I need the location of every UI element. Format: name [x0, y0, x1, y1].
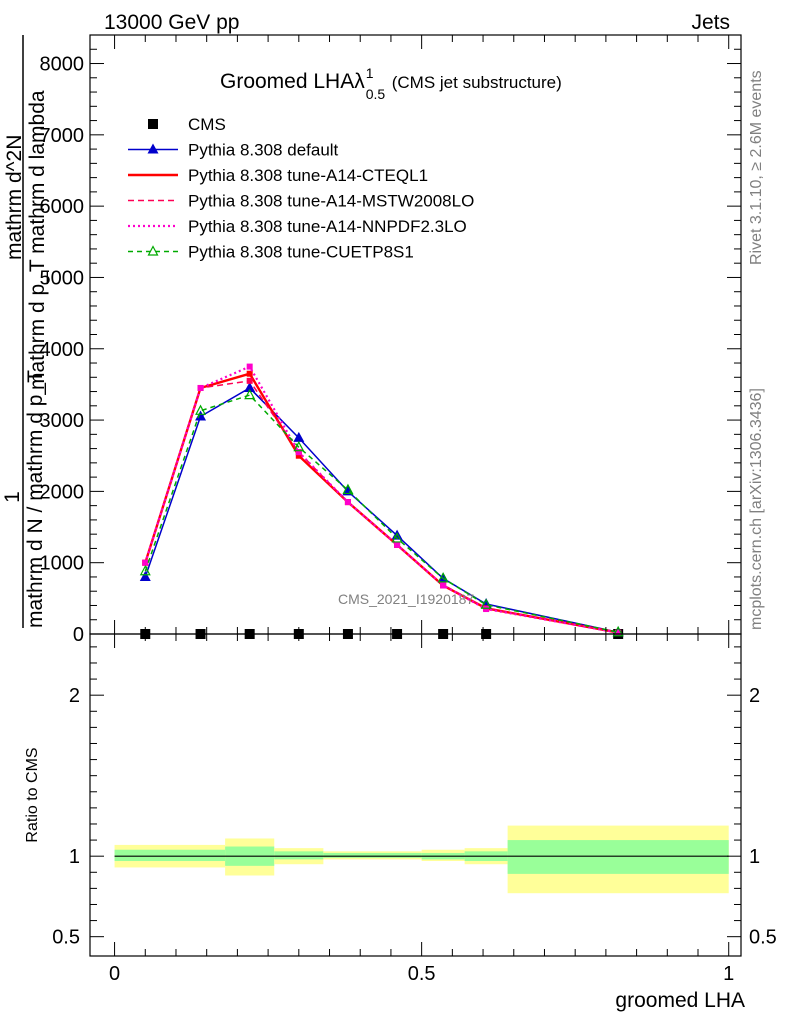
main-y-tick-label: 4000 [40, 339, 85, 361]
series-point [615, 629, 622, 636]
legend: CMS Pythia 8.308 default Pythia 8.308 tune… [128, 115, 474, 262]
main-y-tick-label: 8000 [40, 54, 85, 76]
rivet-version-label: Rivet 3.1.10, ≥ 2.6M events [748, 70, 765, 265]
ratio-plot-frame [89, 633, 742, 957]
ratio-y-tick-label-right: 2 [749, 685, 760, 707]
y-label-numerator-line2: mathrm d p_T mathrm d lambda [26, 90, 49, 390]
series-point [195, 410, 207, 421]
legend-entry: Pythia 8.308 tune-CUETP8S1 [128, 243, 414, 262]
series-point [437, 572, 449, 583]
series-point [195, 404, 207, 415]
legend-entry: Pythia 8.308 default [128, 141, 339, 160]
x-tick-label: 1 [723, 963, 734, 985]
ratio-y-tick-label-right: 1 [749, 846, 760, 868]
process-label: Jets [691, 11, 730, 34]
x-tick-label: 0 [109, 963, 120, 985]
series-point [139, 564, 151, 576]
series-point [483, 606, 490, 613]
legend-entry: CMS [148, 115, 226, 134]
main-y-axis-label: 1 mathrm d^2N mathrm d p_T mathrm d lamb… [1, 35, 49, 628]
ratio-inner-band [114, 849, 226, 862]
series-point [139, 570, 151, 581]
series-point [142, 559, 149, 566]
plot-title: Groomed LHAλ [220, 70, 365, 93]
main-y-tick-label: 2000 [40, 481, 85, 503]
legend-entry: Pythia 8.308 tune-A14-NNPDF2.3LO [128, 217, 467, 236]
legend-marker [147, 245, 159, 256]
mcplots-reference-label: mcplots.cern.ch [arXiv:1306.3436] [748, 388, 765, 630]
legend-label: Pythia 8.308 default [188, 141, 339, 160]
series-point [246, 363, 253, 370]
plot-title-suffix: (CMS jet substructure) [392, 73, 562, 92]
series-point [612, 625, 624, 637]
ratio-y-axis-label: Ratio to CMS [24, 747, 41, 842]
series-point [437, 572, 449, 583]
legend-entry: Pythia 8.308 tune-A14-MSTW2008LO [128, 192, 474, 211]
ratio-y-tick-label-right: 0.5 [749, 927, 777, 949]
ratio-plot: 0.5 0.5 1 1 2 2 0 0.5 1 [52, 633, 777, 985]
x-axis-label: groomed LHA [615, 989, 745, 1012]
plot-title-subscript: 0.5 [366, 86, 386, 102]
plot-title-superscript: 1 [366, 65, 374, 81]
y-label-one: 1 [1, 491, 24, 503]
x-tick-label: 0.5 [408, 963, 436, 985]
ratio-y-tick-label: 0.5 [52, 927, 80, 949]
legend-label: Pythia 8.308 tune-A14-NNPDF2.3LO [188, 217, 467, 236]
legend-label: CMS [188, 115, 226, 134]
series-point [480, 598, 492, 609]
series-point [246, 377, 253, 384]
ratio-inner-band [323, 852, 422, 858]
main-plot: 0 1000 2000 3000 4000 5000 6000 7000 8000 [40, 34, 742, 646]
main-y-tick-label: 7000 [40, 125, 85, 147]
main-y-tick-label: 1000 [40, 553, 85, 575]
series-point [244, 388, 256, 400]
main-y-tick-label: 6000 [40, 196, 85, 218]
y-label-denominator: mathrm d N / mathrm d p_T [24, 370, 47, 628]
ratio-y-tick-label: 2 [69, 685, 80, 707]
main-y-tick-label: 3000 [40, 410, 85, 432]
series-5 [139, 388, 624, 637]
series-point [293, 431, 305, 442]
series-point [440, 582, 447, 589]
main-y-tick-label: 5000 [40, 267, 85, 289]
series-point [391, 532, 403, 543]
y-label-numerator: mathrm d^2N [3, 135, 26, 260]
ratio-bands-group [114, 825, 729, 894]
legend-marker [148, 119, 158, 129]
ratio-inner-band [507, 840, 729, 874]
legend-label: Pythia 8.308 tune-A14-MSTW2008LO [188, 192, 474, 211]
legend-label: Pythia 8.308 tune-A14-CTEQL1 [188, 166, 428, 185]
legend-label: Pythia 8.308 tune-CUETP8S1 [188, 243, 414, 262]
series-4 [142, 363, 622, 636]
ratio-inner-band [274, 851, 324, 860]
series-point [246, 370, 253, 377]
legend-entry: Pythia 8.308 tune-A14-CTEQL1 [128, 166, 428, 185]
series-point [293, 440, 305, 452]
series-point [295, 449, 302, 456]
ratio-y-tick-label: 1 [69, 846, 80, 868]
series-point [342, 483, 354, 495]
series-point [394, 541, 401, 548]
analysis-watermark: CMS_2021_I1920187 [338, 591, 474, 607]
series-point [197, 384, 204, 391]
main-y-tick-label: 0 [73, 624, 84, 646]
collision-energy-label: 13000 GeV pp [104, 11, 239, 34]
series-point [244, 381, 256, 392]
main-title: Groomed LHAλ 1 0.5 (CMS jet substructure… [220, 65, 562, 102]
legend-marker [147, 143, 159, 154]
series-point [295, 452, 302, 459]
series-point [344, 499, 351, 506]
